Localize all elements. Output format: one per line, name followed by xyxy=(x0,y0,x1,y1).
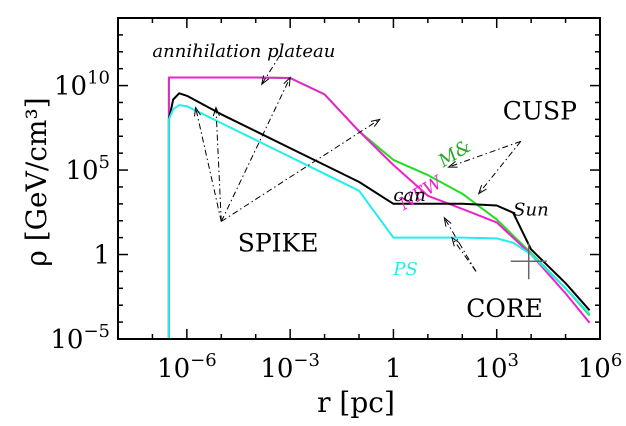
x-tick-label: 106 xyxy=(578,350,623,384)
curves-layer xyxy=(167,76,591,339)
tick-labels-layer: 10−6 10−3 1 103 106 10−5 1 105 1010 xyxy=(50,68,622,384)
series-line-can-2 xyxy=(167,92,591,339)
annotation-ps: PS xyxy=(392,259,417,280)
annotation-arrow-core xyxy=(443,217,477,272)
x-tick-label: 10−3 xyxy=(260,350,320,384)
series-line-ps-3 xyxy=(167,104,591,339)
annotation-arrowhead-cusp xyxy=(477,184,487,195)
y-tick-label: 105 xyxy=(65,152,110,186)
y-tick-label: 1010 xyxy=(54,68,110,102)
x-axis-title: r [pc] xyxy=(317,386,395,419)
annotation-arrow-cusp xyxy=(478,141,522,194)
annotation-arrowhead-spike xyxy=(370,118,381,127)
annotation-arrowhead-cusp xyxy=(447,160,458,168)
annotation-arrowhead-core xyxy=(443,216,452,227)
annotation-sun: Sun xyxy=(513,200,549,221)
annotation-arrowhead-plateau xyxy=(261,75,270,86)
annotation-arrow-spike xyxy=(215,107,222,222)
y-tick-label: 10−5 xyxy=(50,321,110,355)
annotation-arrow-spike xyxy=(221,118,380,222)
annotation-arrow-cusp xyxy=(448,140,521,168)
y-tick-label: 1 xyxy=(93,241,110,271)
annotation-arrowhead-spike xyxy=(283,76,291,87)
annotation-arrowhead-spike xyxy=(212,106,220,117)
annotation-arrows-layer xyxy=(193,55,522,272)
annotation-arrowhead-core xyxy=(451,236,460,247)
annotation-spike: SPIKE xyxy=(238,229,319,258)
x-tick-label: 1 xyxy=(385,354,402,384)
ticks-layer xyxy=(117,17,601,340)
annotation-core: CORE xyxy=(466,294,543,323)
annotation-cusp: CUSP xyxy=(503,96,577,125)
annotation-plateau: annihilation plateau xyxy=(152,41,335,62)
y-axis-title: ρ [GeV/cm³] xyxy=(20,97,53,266)
annotation-arrow-plateau xyxy=(261,55,281,85)
annotation-arrow-spike xyxy=(195,107,222,222)
annotation-arrowhead-spike xyxy=(193,106,201,117)
x-tick-label: 103 xyxy=(474,350,519,384)
x-tick-label: 10−6 xyxy=(157,350,217,384)
annotation-can: can xyxy=(393,185,425,206)
